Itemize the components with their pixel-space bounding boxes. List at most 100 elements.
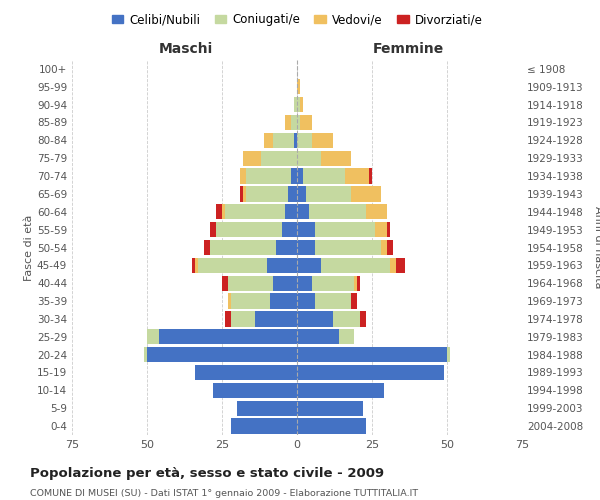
Bar [300, 115, 312, 130]
Bar [297, 186, 306, 202]
Bar [222, 276, 228, 291]
Bar [297, 418, 366, 434]
Bar [390, 258, 396, 273]
Bar [297, 276, 312, 291]
Bar [237, 400, 297, 416]
Bar [321, 150, 351, 166]
Bar [351, 186, 381, 202]
Bar [303, 168, 345, 184]
Bar [297, 258, 321, 273]
Bar [204, 240, 210, 255]
Y-axis label: Fasce di età: Fasce di età [24, 214, 34, 280]
Bar [297, 222, 315, 237]
Bar [297, 168, 303, 184]
Bar [351, 294, 357, 308]
Bar [240, 186, 243, 202]
Bar [297, 383, 384, 398]
Bar [297, 312, 333, 326]
Bar [381, 240, 387, 255]
Bar [297, 400, 363, 416]
Bar [270, 294, 297, 308]
Bar [294, 133, 297, 148]
Bar [267, 258, 297, 273]
Bar [216, 222, 282, 237]
Bar [285, 115, 291, 130]
Y-axis label: Anni di nascita: Anni di nascita [593, 206, 600, 289]
Bar [297, 347, 447, 362]
Bar [306, 186, 351, 202]
Bar [309, 204, 366, 220]
Bar [297, 115, 300, 130]
Bar [294, 97, 297, 112]
Bar [195, 258, 198, 273]
Bar [261, 150, 297, 166]
Bar [297, 329, 339, 344]
Text: Femmine: Femmine [373, 42, 443, 56]
Bar [333, 312, 360, 326]
Bar [297, 240, 315, 255]
Bar [228, 294, 231, 308]
Bar [192, 258, 195, 273]
Bar [231, 312, 255, 326]
Bar [213, 383, 297, 398]
Bar [321, 258, 390, 273]
Bar [315, 240, 381, 255]
Bar [312, 133, 333, 148]
Bar [360, 312, 366, 326]
Bar [144, 347, 147, 362]
Bar [357, 276, 360, 291]
Bar [297, 97, 300, 112]
Bar [315, 294, 351, 308]
Bar [345, 168, 369, 184]
Bar [243, 150, 261, 166]
Bar [240, 168, 246, 184]
Bar [231, 294, 270, 308]
Bar [195, 365, 297, 380]
Bar [297, 79, 300, 94]
Bar [216, 204, 222, 220]
Bar [297, 133, 312, 148]
Bar [297, 365, 444, 380]
Bar [447, 347, 450, 362]
Bar [246, 186, 288, 202]
Bar [366, 204, 387, 220]
Bar [225, 312, 231, 326]
Bar [210, 222, 216, 237]
Bar [198, 258, 267, 273]
Bar [297, 294, 315, 308]
Bar [276, 240, 297, 255]
Bar [339, 329, 354, 344]
Bar [387, 240, 393, 255]
Bar [387, 222, 390, 237]
Bar [297, 150, 321, 166]
Bar [147, 347, 297, 362]
Bar [228, 276, 273, 291]
Bar [285, 204, 297, 220]
Bar [396, 258, 405, 273]
Bar [273, 133, 294, 148]
Bar [297, 204, 309, 220]
Bar [246, 168, 291, 184]
Bar [159, 329, 297, 344]
Bar [282, 222, 297, 237]
Text: Popolazione per età, sesso e stato civile - 2009: Popolazione per età, sesso e stato civil… [30, 468, 384, 480]
Bar [273, 276, 297, 291]
Legend: Celibi/Nubili, Coniugati/e, Vedovi/e, Divorziati/e: Celibi/Nubili, Coniugati/e, Vedovi/e, Di… [112, 14, 482, 26]
Bar [222, 204, 225, 220]
Bar [243, 186, 246, 202]
Bar [300, 97, 303, 112]
Text: Maschi: Maschi [159, 42, 213, 56]
Bar [255, 312, 297, 326]
Bar [225, 204, 285, 220]
Bar [291, 115, 297, 130]
Bar [315, 222, 375, 237]
Bar [354, 276, 357, 291]
Bar [264, 133, 273, 148]
Bar [369, 168, 372, 184]
Bar [375, 222, 387, 237]
Bar [291, 168, 297, 184]
Bar [210, 240, 276, 255]
Bar [288, 186, 297, 202]
Text: COMUNE DI MUSEI (SU) - Dati ISTAT 1° gennaio 2009 - Elaborazione TUTTITALIA.IT: COMUNE DI MUSEI (SU) - Dati ISTAT 1° gen… [30, 489, 418, 498]
Bar [147, 329, 159, 344]
